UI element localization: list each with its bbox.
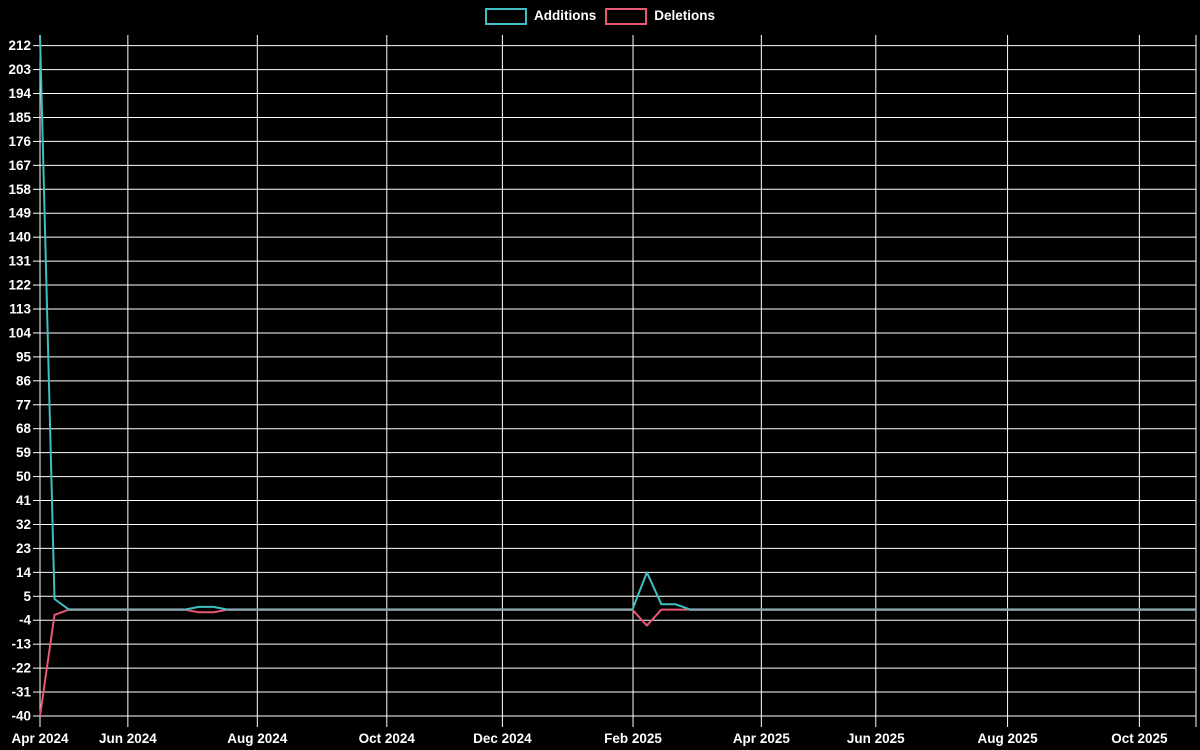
deletions-line (39, 608, 1196, 717)
y-axis-tick-label: 203 (8, 62, 31, 77)
y-axis-tick-label: 194 (8, 86, 31, 101)
y-axis-tick-label: 104 (8, 325, 31, 340)
y-axis-tick-label: 14 (16, 565, 32, 580)
x-axis-tick-label: Aug 2025 (978, 731, 1039, 746)
y-axis-tick-label: 212 (8, 38, 31, 53)
y-axis-tick-label: 5 (23, 589, 31, 604)
legend-label-deletions: Deletions (654, 8, 715, 23)
y-axis-tick-label: 77 (16, 397, 31, 412)
x-axis-tick-label: Aug 2024 (227, 731, 288, 746)
y-axis-tick-label: 86 (16, 373, 32, 388)
y-axis-tick-label: 50 (16, 469, 31, 484)
y-axis-tick-label: 158 (8, 182, 31, 197)
x-axis-tick-label: Jun 2024 (99, 731, 157, 746)
y-axis-tick-label: 167 (8, 158, 31, 173)
y-axis-tick-label: 176 (8, 134, 31, 149)
chart-legend: Additions Deletions (0, 7, 1200, 25)
y-axis-tick-label: -22 (11, 661, 31, 676)
additions-swatch-icon (484, 7, 527, 25)
x-axis-tick-label: Apr 2025 (733, 731, 791, 746)
y-axis-tick-label: 59 (16, 445, 31, 460)
y-axis-tick-label: -13 (11, 637, 31, 652)
x-axis-tick-label: Feb 2025 (604, 731, 662, 746)
y-axis-tick-label: -4 (19, 613, 31, 628)
x-axis-tick-label: Dec 2024 (473, 731, 532, 746)
y-axis-tick-label: 23 (16, 541, 32, 556)
y-axis-tick-label: -31 (11, 685, 31, 700)
y-axis-tick-label: 68 (16, 421, 32, 436)
y-axis-tick-label: 140 (8, 230, 31, 245)
deletions-swatch-icon (605, 7, 648, 25)
legend-item-deletions[interactable]: Deletions (605, 7, 715, 25)
x-axis-tick-label: Jun 2025 (847, 731, 905, 746)
y-axis-tick-label: 95 (16, 349, 32, 364)
x-axis-tick-label: Oct 2024 (359, 731, 416, 746)
legend-label-additions: Additions (533, 8, 597, 23)
y-axis-tick-label: 185 (8, 110, 31, 125)
x-axis-tick-label: Apr 2024 (11, 731, 69, 746)
y-axis-tick-label: 149 (8, 206, 31, 221)
y-axis-tick-label: 113 (9, 301, 31, 316)
y-axis-tick-label: -40 (11, 709, 31, 724)
y-axis-tick-label: 41 (16, 493, 32, 508)
additions-line (39, 34, 1196, 611)
y-axis-tick-label: 131 (8, 254, 31, 269)
x-axis-tick-label: Oct 2025 (1111, 731, 1168, 746)
y-axis-tick-label: 32 (16, 517, 31, 532)
y-axis-tick-label: 122 (8, 278, 31, 293)
legend-item-additions[interactable]: Additions (484, 7, 597, 25)
